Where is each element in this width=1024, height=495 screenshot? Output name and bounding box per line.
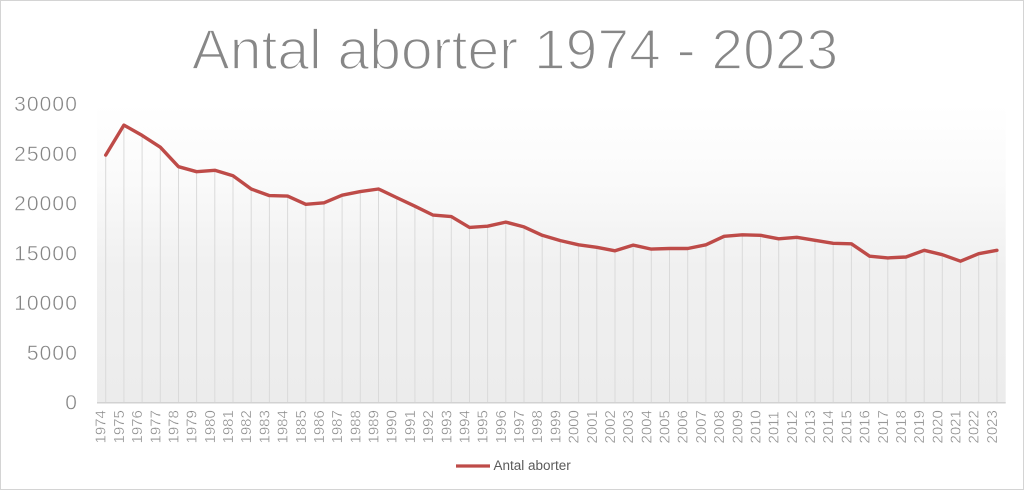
svg-text:2001: 2001 [584, 410, 601, 443]
svg-text:0: 0 [65, 392, 78, 415]
svg-text:1977: 1977 [147, 410, 164, 443]
svg-text:1974: 1974 [93, 410, 110, 443]
svg-text:2019: 2019 [911, 410, 928, 443]
svg-text:10000: 10000 [14, 292, 78, 315]
svg-text:2013: 2013 [802, 410, 819, 443]
svg-text:15000: 15000 [14, 242, 78, 265]
svg-text:2005: 2005 [657, 410, 674, 443]
svg-text:1990: 1990 [384, 410, 401, 443]
svg-text:2016: 2016 [857, 410, 874, 443]
svg-text:2017: 2017 [875, 410, 892, 443]
svg-text:1983: 1983 [256, 410, 273, 443]
svg-text:1999: 1999 [547, 410, 564, 443]
svg-text:2000: 2000 [566, 410, 583, 443]
svg-text:1989: 1989 [366, 410, 383, 443]
svg-text:2014: 2014 [820, 410, 837, 443]
svg-text:2011: 2011 [766, 411, 783, 443]
svg-text:30000: 30000 [14, 93, 78, 116]
svg-text:1994: 1994 [457, 410, 474, 443]
svg-text:1976: 1976 [129, 410, 146, 443]
svg-text:2012: 2012 [784, 410, 801, 443]
svg-text:5000: 5000 [27, 342, 78, 365]
svg-text:Antal aborter: Antal aborter [494, 458, 572, 473]
svg-text:2010: 2010 [748, 410, 765, 443]
svg-text:1987: 1987 [329, 410, 346, 443]
svg-text:2023: 2023 [984, 410, 1001, 443]
svg-text:1975: 1975 [111, 410, 128, 443]
svg-text:25000: 25000 [14, 143, 78, 166]
svg-text:1992: 1992 [420, 410, 437, 443]
svg-text:1980: 1980 [202, 410, 219, 443]
svg-text:1995: 1995 [475, 410, 492, 443]
svg-text:1978: 1978 [166, 410, 183, 443]
svg-text:1993: 1993 [438, 410, 455, 443]
svg-text:2003: 2003 [620, 410, 637, 443]
svg-text:2002: 2002 [602, 410, 619, 443]
svg-text:1984: 1984 [275, 410, 292, 443]
svg-text:2020: 2020 [929, 410, 946, 443]
svg-text:2006: 2006 [675, 410, 692, 443]
svg-text:2021: 2021 [948, 410, 965, 443]
svg-text:2018: 2018 [893, 410, 910, 443]
svg-text:1998: 1998 [529, 410, 546, 443]
svg-text:1885: 1885 [293, 410, 310, 443]
svg-text:1979: 1979 [184, 410, 201, 443]
svg-text:1991: 1991 [402, 410, 419, 443]
svg-text:2022: 2022 [966, 410, 983, 443]
svg-text:1982: 1982 [238, 410, 255, 443]
svg-text:1996: 1996 [493, 410, 510, 443]
svg-text:2008: 2008 [711, 410, 728, 443]
svg-text:2007: 2007 [693, 410, 710, 443]
svg-text:2015: 2015 [838, 410, 855, 443]
svg-text:1988: 1988 [347, 410, 364, 443]
svg-text:20000: 20000 [14, 193, 78, 216]
svg-text:1997: 1997 [511, 410, 528, 443]
svg-text:2009: 2009 [729, 410, 746, 443]
svg-text:1981: 1981 [220, 410, 237, 443]
svg-text:Antal aborter 1974 - 2023: Antal aborter 1974 - 2023 [192, 18, 838, 82]
svg-text:1986: 1986 [311, 410, 328, 443]
svg-text:2004: 2004 [638, 410, 655, 443]
